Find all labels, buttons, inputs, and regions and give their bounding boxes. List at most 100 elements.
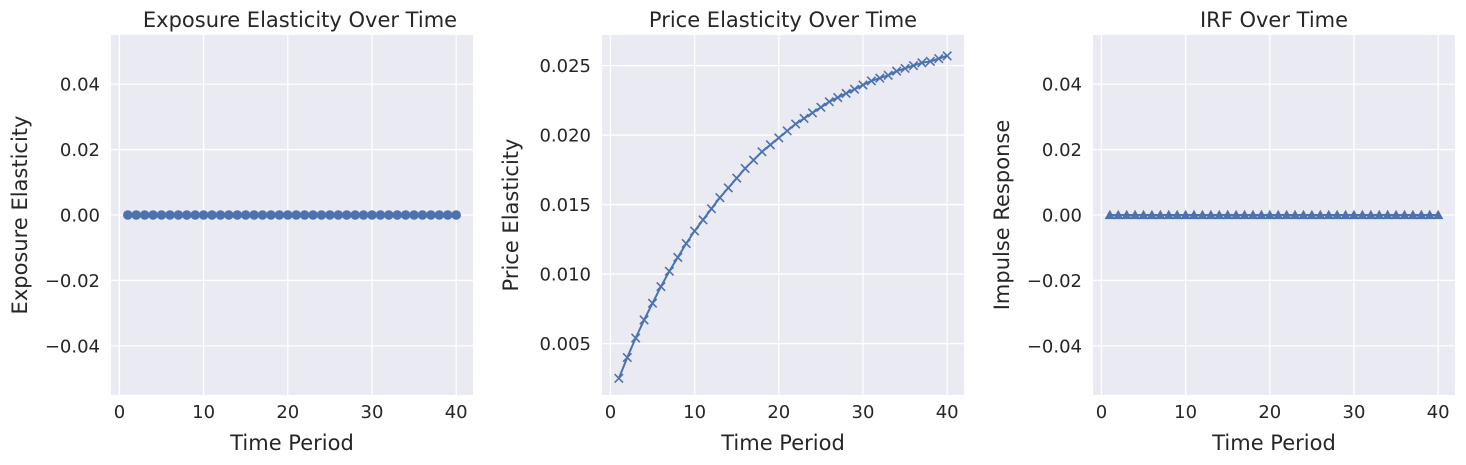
data-point-marker bbox=[341, 210, 352, 220]
data-point-marker bbox=[875, 73, 885, 83]
data-point-marker bbox=[358, 210, 369, 220]
data-point-marker bbox=[824, 96, 835, 107]
data-point-marker bbox=[1264, 209, 1275, 220]
data-point-marker bbox=[925, 56, 936, 67]
data-point-marker bbox=[757, 146, 767, 157]
data-point-marker bbox=[1180, 209, 1191, 220]
data-point-marker bbox=[224, 210, 234, 220]
data-point-marker bbox=[807, 108, 818, 118]
data-point-marker bbox=[240, 210, 251, 220]
y-tick-label: 0.020 bbox=[539, 126, 591, 147]
data-point-marker bbox=[816, 102, 826, 113]
x-tick-label: 0 bbox=[114, 402, 125, 423]
data-point-marker bbox=[165, 210, 175, 220]
data-point-marker bbox=[698, 215, 708, 225]
data-point-marker bbox=[1230, 209, 1242, 220]
y-tick-label: 0.00 bbox=[60, 206, 100, 227]
x-tick-label: 10 bbox=[192, 402, 215, 423]
data-point-marker bbox=[1289, 209, 1301, 220]
data-point-marker bbox=[765, 140, 776, 150]
ticks: 0 10 20 30 40 −0.04 −0.02 0.00 0.02 0.04 bbox=[45, 75, 468, 423]
data-point-marker bbox=[1432, 209, 1444, 220]
data-point-marker bbox=[1222, 209, 1233, 220]
data-point-marker bbox=[451, 210, 461, 220]
data-point-marker bbox=[1416, 209, 1427, 220]
y-tick-label: 0.04 bbox=[1042, 75, 1082, 96]
data-point-marker bbox=[1239, 209, 1250, 220]
data-point-marker bbox=[1399, 209, 1410, 220]
data-point-marker bbox=[917, 58, 927, 68]
data-point-marker bbox=[1247, 209, 1259, 220]
data-point-marker bbox=[715, 192, 725, 203]
data-point-marker bbox=[622, 352, 633, 363]
y-tick-label: 0.04 bbox=[60, 75, 100, 96]
data-point-marker bbox=[384, 210, 394, 220]
data-point-marker bbox=[942, 51, 952, 61]
data-point-marker bbox=[156, 210, 167, 220]
data-point-marker bbox=[1407, 209, 1419, 220]
data-point-marker bbox=[866, 76, 877, 86]
data-point-marker bbox=[1197, 209, 1208, 220]
data-point-marker bbox=[123, 210, 133, 220]
y-axis-label: Impulse Response bbox=[990, 120, 1014, 311]
data-point-marker bbox=[1315, 209, 1326, 220]
data-point-marker bbox=[375, 210, 386, 220]
y-tick-label: −0.02 bbox=[45, 271, 100, 292]
data-point-marker bbox=[740, 163, 750, 174]
data-point-marker bbox=[215, 210, 226, 220]
data-point-marker bbox=[1129, 209, 1141, 220]
data-point-marker bbox=[1298, 209, 1309, 220]
data-point-marker bbox=[1306, 209, 1318, 220]
data-point-marker bbox=[426, 210, 436, 220]
data-point-marker bbox=[1121, 209, 1132, 220]
data-point-marker bbox=[325, 210, 335, 220]
x-tick-label: 0 bbox=[1096, 402, 1107, 423]
data-point-marker bbox=[1331, 209, 1343, 220]
data-point-marker bbox=[131, 210, 142, 220]
ticks: 0 10 20 30 40 0.005 0.010 0.015 0.020 0.025 bbox=[539, 56, 958, 423]
data-point-marker bbox=[1374, 209, 1385, 220]
x-axis-label: Time Period bbox=[720, 431, 845, 455]
x-tick-label: 0 bbox=[605, 402, 616, 423]
y-tick-label: 0.010 bbox=[539, 265, 591, 286]
data-point-marker bbox=[1281, 209, 1292, 220]
data-point-marker bbox=[1273, 209, 1284, 220]
series bbox=[123, 210, 461, 220]
exposure-elasticity-panel: Exposure Elasticity Over Time 0 10 20 30 40 −… bbox=[8, 8, 473, 455]
data-point-marker bbox=[350, 210, 360, 220]
data-point-marker bbox=[282, 210, 293, 220]
chart-title: Exposure Elasticity Over Time bbox=[143, 8, 457, 32]
y-tick-label: 0.00 bbox=[1042, 206, 1082, 227]
data-point-marker bbox=[731, 173, 742, 183]
data-point-marker bbox=[333, 210, 344, 220]
y-axis-label: Exposure Elasticity bbox=[8, 116, 32, 315]
data-point-marker bbox=[308, 210, 318, 220]
data-point-marker bbox=[392, 210, 403, 220]
data-point-marker bbox=[858, 80, 868, 90]
data-point-marker bbox=[232, 210, 243, 220]
data-point-marker bbox=[1171, 209, 1183, 220]
x-tick-label: 20 bbox=[767, 402, 790, 423]
data-point-marker bbox=[173, 210, 184, 220]
y-tick-label: −0.04 bbox=[1027, 336, 1082, 357]
data-point-marker bbox=[849, 84, 860, 94]
data-point-marker bbox=[647, 298, 658, 309]
y-tick-label: 0.005 bbox=[539, 334, 591, 355]
data-point-marker bbox=[639, 315, 649, 325]
data-point-marker bbox=[841, 88, 851, 99]
data-point-marker bbox=[148, 210, 158, 220]
x-axis-label: Time Period bbox=[1211, 431, 1336, 455]
data-point-marker bbox=[1340, 209, 1351, 220]
data-point-marker bbox=[782, 126, 792, 136]
x-tick-label: 20 bbox=[1258, 402, 1281, 423]
data-point-marker bbox=[664, 266, 675, 277]
x-tick-label: 30 bbox=[1343, 402, 1366, 423]
data-point-marker bbox=[614, 373, 624, 384]
data-point-marker bbox=[434, 210, 445, 220]
data-point-marker bbox=[1138, 209, 1149, 220]
data-point-marker bbox=[689, 226, 700, 236]
data-point-marker bbox=[908, 60, 919, 71]
data-point-marker bbox=[417, 210, 428, 220]
x-tick-label: 40 bbox=[936, 402, 959, 423]
data-point-marker bbox=[198, 210, 209, 220]
